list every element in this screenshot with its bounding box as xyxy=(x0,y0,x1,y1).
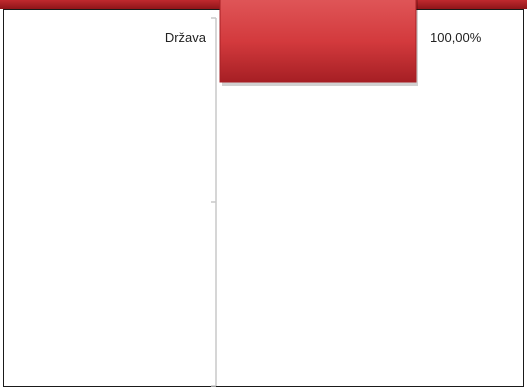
data-label: 100,00% xyxy=(430,30,482,45)
category-label: Država xyxy=(165,30,207,45)
bar-0 xyxy=(219,0,417,83)
